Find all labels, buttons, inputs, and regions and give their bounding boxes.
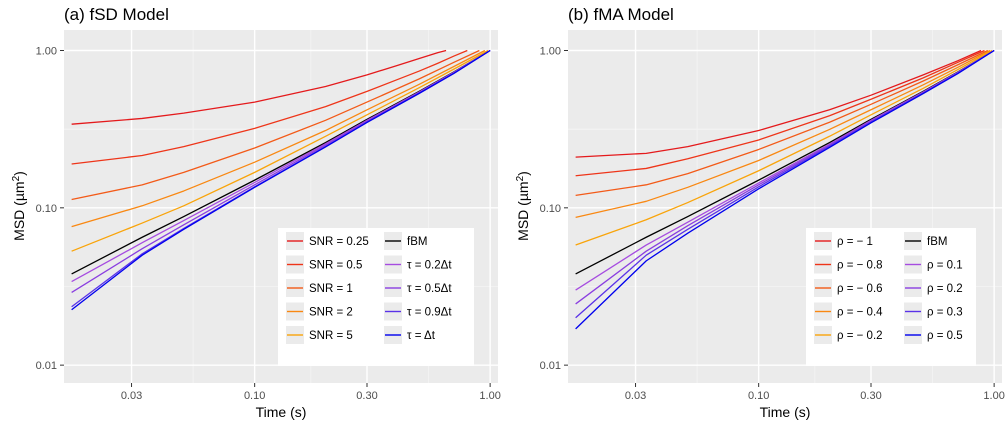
legend-label: ρ = − 0.4 xyxy=(837,307,883,319)
x-tick-label: 0.10 xyxy=(244,390,265,402)
x-tick-label: 1.00 xyxy=(479,390,500,402)
x-tick-label: 0.30 xyxy=(860,390,881,402)
panel-a-y-axis-label: MSD (µm2) xyxy=(11,171,28,241)
x-tick-label: 0.10 xyxy=(748,390,769,402)
series-line-b-4 xyxy=(575,49,993,246)
panel-a-title: (a) fSD Model xyxy=(64,5,169,24)
x-tick-label: 0.30 xyxy=(356,390,377,402)
panel-b-legend-box xyxy=(806,228,976,366)
series-line-a-4 xyxy=(71,49,489,252)
x-tick-label: 0.03 xyxy=(121,390,142,402)
panel-b-x-axis-label: Time (s) xyxy=(760,404,811,420)
x-tick-label: 0.03 xyxy=(625,390,646,402)
series-line-a-3 xyxy=(71,49,486,228)
panel-b-y-axis-label: MSD (µm2) xyxy=(515,171,532,241)
y-tick-label: 0.10 xyxy=(540,203,561,215)
series-line-a-1 xyxy=(71,49,468,165)
series-line-b-0 xyxy=(575,49,982,158)
series-line-b-9 xyxy=(575,49,995,330)
series-line-a-0 xyxy=(71,49,447,125)
legend-label: fBM xyxy=(927,236,947,248)
panel-fma-model: (b) fMA Model 0.03 0.10 0.30 1.00 0.01 0.10 1.… xyxy=(515,5,1005,420)
panel-a-legend: SNR = 0.25 SNR = 0.5 SNR = 1 SNR = 2 SNR = 5… xyxy=(278,228,474,366)
panel-b-title: (b) fMA Model xyxy=(568,5,674,24)
legend-label: τ = Δt xyxy=(407,330,436,342)
series-line-b-3 xyxy=(575,49,991,218)
legend-label: ρ = − 0.8 xyxy=(837,260,883,272)
legend-label: ρ = 0.1 xyxy=(927,260,963,272)
legend-label: fBM xyxy=(407,236,427,248)
legend-label: τ = 0.2Δt xyxy=(407,260,452,272)
legend-label: SNR = 2 xyxy=(309,307,353,319)
legend-label: ρ = 0.2 xyxy=(927,283,963,295)
series-line-b-2 xyxy=(575,49,989,197)
legend-label: ρ = 0.3 xyxy=(927,307,963,319)
legend-label: SNR = 5 xyxy=(309,330,353,342)
y-tick-label: 0.10 xyxy=(36,203,57,215)
legend-label: ρ = − 1 xyxy=(837,236,873,248)
y-tick-label: 1.00 xyxy=(540,46,561,58)
legend-label: τ = 0.9Δt xyxy=(407,307,452,319)
panel-a-legend-box xyxy=(278,228,474,366)
x-tick-label: 1.00 xyxy=(983,390,1004,402)
legend-label: SNR = 0.25 xyxy=(309,236,369,248)
series-line-b-1 xyxy=(575,49,985,177)
legend-label: τ = 0.5Δt xyxy=(407,283,452,295)
series-line-a-9 xyxy=(71,49,491,311)
panel-b-legend: ρ = − 1 ρ = − 0.8 ρ = − 0.6 ρ = − 0.4 ρ = − … xyxy=(806,228,976,366)
legend-label: ρ = − 0.6 xyxy=(837,283,883,295)
legend-label: SNR = 0.5 xyxy=(309,260,362,272)
y-tick-label: 1.00 xyxy=(36,46,57,58)
panel-a-series xyxy=(71,49,491,311)
y-tick-label: 0.01 xyxy=(540,360,561,372)
panel-fsd-model: (a) fSD Model 0.03 0.10 0.30 1.00 0.01 0.10 1.… xyxy=(11,5,501,420)
panel-b-ticks: 0.03 0.10 0.30 1.00 0.01 0.10 1.00 xyxy=(540,46,1005,402)
panel-a-ticks: 0.03 0.10 0.30 1.00 0.01 0.10 1.00 xyxy=(36,46,501,402)
panel-b-series xyxy=(575,49,995,330)
legend-label: SNR = 1 xyxy=(309,283,353,295)
series-line-a-2 xyxy=(71,49,480,201)
panel-a-x-axis-label: Time (s) xyxy=(256,404,307,420)
legend-label: ρ = − 0.2 xyxy=(837,330,883,342)
y-tick-label: 0.01 xyxy=(36,360,57,372)
legend-label: ρ = 0.5 xyxy=(927,330,963,342)
